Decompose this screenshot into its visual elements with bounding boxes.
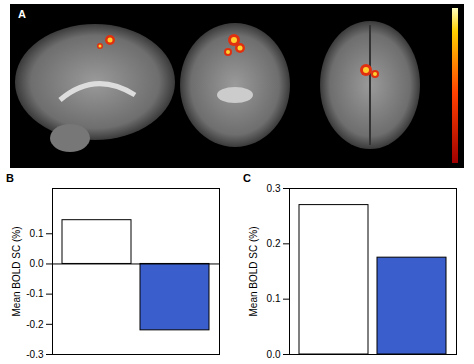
- svg-text:Mean BOLD SC (%): Mean BOLD SC (%): [11, 226, 22, 316]
- svg-text:0.1: 0.1: [267, 293, 281, 304]
- svg-text:0.0: 0.0: [30, 258, 44, 269]
- svg-text:0.2: 0.2: [267, 238, 281, 249]
- svg-text:Mean BOLD SC (%): Mean BOLD SC (%): [248, 226, 259, 316]
- svg-text:-0.1: -0.1: [26, 288, 44, 299]
- html-text:B: B: [6, 172, 14, 184]
- svg-text:0.0: 0.0: [267, 349, 281, 360]
- svg-text:0.3: 0.3: [267, 183, 281, 194]
- html-text:A: A: [18, 8, 26, 20]
- svg-text:-0.2: -0.2: [26, 319, 44, 330]
- svg-text:-0.3: -0.3: [26, 349, 44, 360]
- svg-text:0.1: 0.1: [30, 228, 44, 239]
- html-text:C: C: [243, 172, 251, 184]
